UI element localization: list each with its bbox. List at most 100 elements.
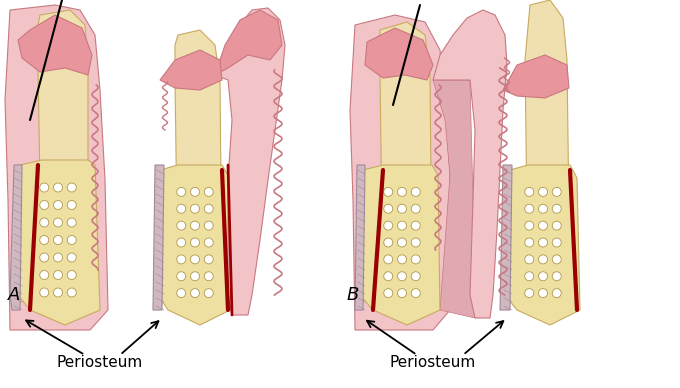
Circle shape [190,204,199,213]
Circle shape [67,183,76,192]
Circle shape [177,272,186,281]
Circle shape [525,187,534,196]
Circle shape [411,289,420,298]
Circle shape [177,221,186,230]
Circle shape [552,187,561,196]
Polygon shape [18,15,92,75]
Circle shape [190,255,199,264]
Circle shape [398,204,407,213]
Circle shape [384,204,393,213]
Circle shape [39,236,49,244]
Circle shape [398,272,407,281]
Circle shape [539,272,547,281]
Circle shape [204,289,214,298]
Circle shape [398,187,407,196]
Circle shape [539,187,547,196]
Text: A: A [8,286,20,304]
Circle shape [39,201,49,210]
Circle shape [39,183,49,192]
Text: Periosteum: Periosteum [390,355,476,370]
Circle shape [54,183,63,192]
Circle shape [525,221,534,230]
Circle shape [67,288,76,297]
Circle shape [39,253,49,262]
Circle shape [39,270,49,279]
Circle shape [204,255,214,264]
Circle shape [67,253,76,262]
Circle shape [552,255,561,264]
Circle shape [525,289,534,298]
Circle shape [539,238,547,247]
Circle shape [204,187,214,196]
Circle shape [525,238,534,247]
Circle shape [384,289,393,298]
Circle shape [54,201,63,210]
Polygon shape [158,165,230,325]
Circle shape [411,204,420,213]
Circle shape [384,187,393,196]
Text: B: B [347,286,359,304]
Circle shape [67,218,76,227]
Polygon shape [433,10,507,318]
Circle shape [384,272,393,281]
Polygon shape [5,5,108,330]
Circle shape [54,218,63,227]
Polygon shape [525,0,570,310]
Text: Periosteum: Periosteum [57,355,143,370]
Circle shape [552,272,561,281]
Circle shape [552,238,561,247]
Polygon shape [360,165,440,325]
Circle shape [190,187,199,196]
Circle shape [398,238,407,247]
Polygon shape [215,10,282,75]
Circle shape [67,236,76,244]
Circle shape [204,204,214,213]
Circle shape [177,204,186,213]
Circle shape [384,221,393,230]
Circle shape [539,221,547,230]
Polygon shape [10,165,22,310]
Circle shape [204,272,214,281]
Circle shape [190,238,199,247]
Circle shape [398,255,407,264]
Circle shape [67,201,76,210]
Circle shape [39,218,49,227]
Circle shape [190,272,199,281]
Polygon shape [380,22,432,310]
Polygon shape [505,165,580,325]
Circle shape [177,187,186,196]
Circle shape [190,221,199,230]
Polygon shape [175,30,222,310]
Circle shape [552,289,561,298]
Circle shape [539,289,547,298]
Circle shape [411,238,420,247]
Polygon shape [18,160,100,325]
Polygon shape [215,8,285,315]
Polygon shape [365,28,433,80]
Polygon shape [153,165,164,310]
Polygon shape [355,165,365,310]
Circle shape [54,253,63,262]
Polygon shape [503,55,569,98]
Circle shape [190,289,199,298]
Circle shape [177,255,186,264]
Circle shape [525,204,534,213]
Circle shape [67,270,76,279]
Circle shape [398,289,407,298]
Circle shape [39,288,49,297]
Circle shape [411,272,420,281]
Polygon shape [500,165,512,310]
Circle shape [552,221,561,230]
Polygon shape [160,50,222,90]
Circle shape [552,204,561,213]
Circle shape [411,187,420,196]
Circle shape [411,221,420,230]
Circle shape [398,221,407,230]
Polygon shape [38,10,88,310]
Polygon shape [350,15,450,330]
Circle shape [525,255,534,264]
Circle shape [177,238,186,247]
Circle shape [539,255,547,264]
Circle shape [204,238,214,247]
Circle shape [177,289,186,298]
